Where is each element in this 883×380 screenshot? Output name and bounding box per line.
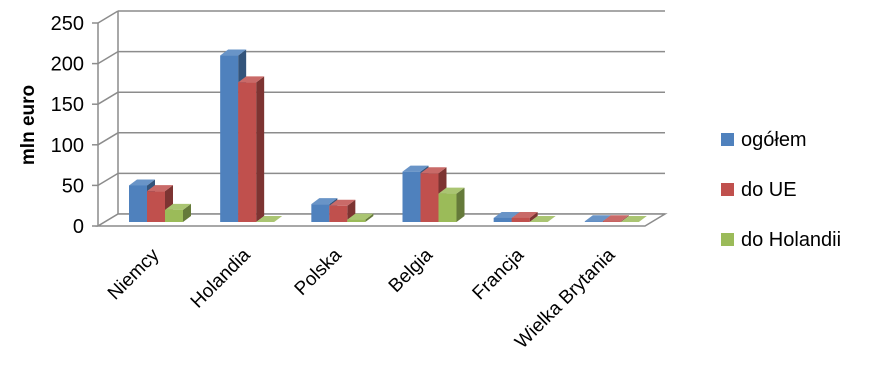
bar-front-face	[311, 204, 330, 222]
x-category-label: Niemcy	[104, 244, 164, 304]
y-tick-label: 150	[51, 94, 84, 116]
bar-front-face	[584, 221, 603, 222]
bar-front-face	[347, 219, 366, 222]
bar-top-face	[602, 215, 629, 222]
y-tick-label: 200	[51, 54, 84, 76]
bar-wielka-brytania-2	[602, 215, 629, 222]
legend-entry: ogółem	[741, 129, 807, 151]
legend-swatch	[721, 183, 734, 196]
bar-francja-3	[529, 216, 556, 222]
bar-side-face	[183, 203, 191, 222]
x-category-label: Wielka Brytania	[511, 244, 619, 352]
gridline-side	[97, 172, 119, 187]
gridline-side	[97, 10, 119, 24]
bar-front-face	[147, 191, 165, 222]
bar-top-face	[493, 211, 520, 218]
y-axis-label: mln euro	[18, 85, 39, 165]
bar-front-face	[420, 173, 439, 222]
bar-top-face	[238, 76, 265, 83]
bar-front-face	[165, 209, 183, 222]
y-tick-label: 250	[51, 13, 84, 35]
bar-front-face	[438, 193, 457, 222]
x-category-label: Belgia	[385, 244, 438, 297]
bar-holandia-2	[238, 76, 265, 222]
gridline-side	[97, 50, 119, 65]
bar-front-face	[402, 171, 421, 222]
bar-top-face	[402, 165, 429, 172]
bar-side-face	[529, 211, 538, 222]
chart-bars	[129, 49, 647, 222]
legend-entry: do UE	[741, 179, 797, 201]
y-tick-label: 0	[73, 216, 84, 238]
bar-front-face	[493, 217, 512, 222]
bar-belgia-3	[438, 187, 465, 222]
bar-front-face	[220, 55, 239, 222]
x-category-label: Holandia	[187, 244, 255, 312]
bar-front-face	[511, 217, 530, 222]
bar-top-face	[420, 167, 447, 174]
bar-top-face	[220, 49, 247, 56]
bar-polska-3	[347, 213, 374, 222]
gridline-side	[97, 91, 119, 105]
bar-top-face	[147, 185, 173, 192]
bar-front-face	[602, 221, 621, 222]
chart-grid	[92, 10, 668, 227]
bar-niemcy-3	[165, 203, 191, 222]
x-category-label: Francja	[469, 244, 529, 304]
bar-side-face	[365, 213, 374, 222]
bar-top-face	[438, 187, 465, 194]
bar-top-face	[129, 179, 155, 186]
bar-top-face	[347, 213, 374, 220]
legend-swatch	[721, 233, 734, 246]
bar-top-face	[529, 216, 556, 222]
bar-front-face	[129, 185, 147, 222]
bar-top-face	[311, 198, 338, 205]
bar-top-face	[165, 203, 191, 210]
y-tick-label: 100	[51, 135, 84, 157]
x-category-label: Polska	[291, 244, 346, 299]
bar-top-face	[511, 211, 538, 218]
legend-entry: do Holandii	[741, 229, 841, 251]
bar-side-face	[620, 215, 629, 222]
legend: ogółem do UE do Holandii	[721, 129, 841, 251]
bar-top-face	[584, 215, 611, 222]
bar-top-face	[256, 216, 283, 222]
bar-holandia-3	[256, 216, 283, 222]
bar-side-face	[456, 187, 465, 222]
x-axis-categories: Niemcy Holandia Polska Belgia FrancjaWielka …	[104, 244, 620, 353]
y-axis-ticks: 0 50 100 150 200 250	[51, 13, 84, 238]
bar-wielka-brytania-3	[620, 216, 647, 222]
bar-front-face	[238, 82, 257, 222]
bar-francja-2	[511, 211, 538, 222]
bar-front-face	[329, 205, 348, 222]
bar-top-face	[620, 216, 647, 222]
gridline-side	[97, 132, 119, 146]
y-tick-label: 50	[62, 175, 84, 197]
bar-side-face	[256, 76, 265, 222]
bar-top-face	[329, 199, 356, 206]
legend-swatch	[721, 133, 734, 146]
